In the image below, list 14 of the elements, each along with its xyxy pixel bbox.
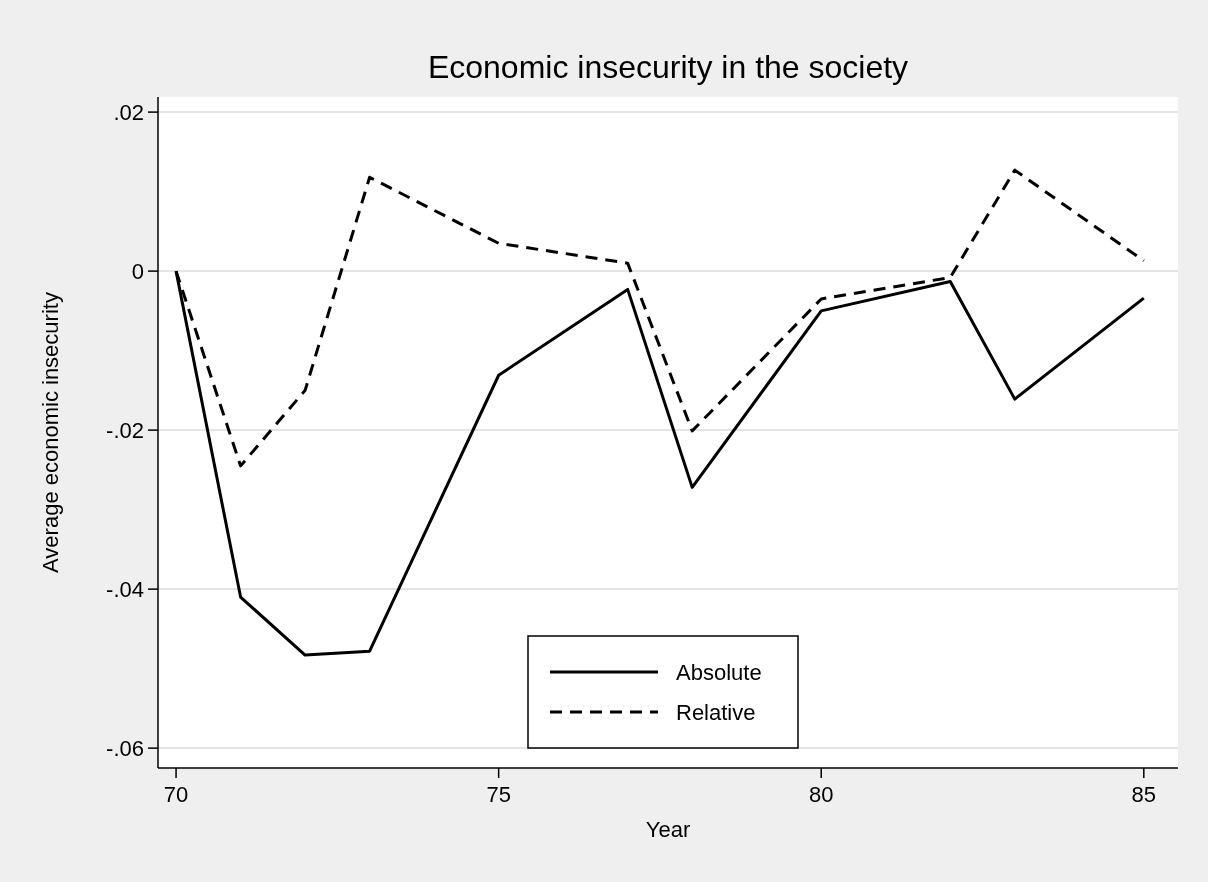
legend-label: Absolute — [676, 659, 762, 685]
x-tick-label: 75 — [486, 782, 511, 807]
y-axis-title: Average economic insecurity — [38, 292, 63, 573]
y-tick-label: 0 — [131, 258, 144, 284]
x-tick-label: 85 — [1131, 782, 1157, 807]
y-tick-label: .02 — [113, 99, 144, 125]
x-axis-title: Year — [645, 817, 691, 842]
x-tick-label: 80 — [808, 782, 834, 807]
x-tick-label: 70 — [163, 782, 189, 807]
y-tick-label: -.04 — [106, 576, 144, 602]
chart-title: Economic insecurity in the society — [427, 49, 909, 85]
legend-label: Relative — [676, 699, 756, 725]
y-tick-label: -.06 — [106, 735, 144, 761]
y-tick-label: -.02 — [106, 417, 144, 443]
